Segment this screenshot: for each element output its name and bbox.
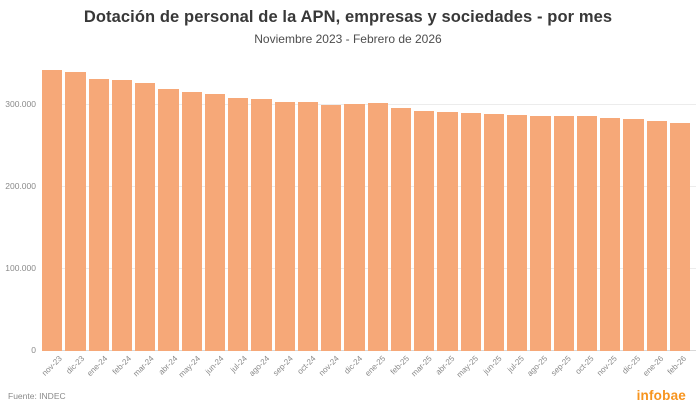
x-tick-label-abr-24: abr-24 xyxy=(156,354,180,377)
x-tick-label-nov-23: nov-23 xyxy=(39,354,64,378)
bar-may-24 xyxy=(181,92,202,351)
x-tick-label-feb-24: feb-24 xyxy=(110,354,133,377)
bar-abr-24 xyxy=(158,88,179,351)
x-tick-label-abr-25: abr-25 xyxy=(434,354,457,377)
x-tick-label-nov-24: nov-24 xyxy=(317,354,342,378)
bar-jun-25 xyxy=(483,114,504,351)
y-tick-label: 0 xyxy=(31,345,36,355)
bar-ene-26 xyxy=(646,121,667,351)
y-tick-label: 100.000 xyxy=(5,263,36,273)
bar-ago-24 xyxy=(251,99,272,351)
x-tick-label-feb-26: feb-26 xyxy=(665,354,689,377)
bar-sep-25 xyxy=(553,115,574,351)
y-tick-label: 200.000 xyxy=(5,181,36,191)
chart-header: Dotación de personal de la APN, empresas… xyxy=(0,8,696,46)
bar-ene-24 xyxy=(88,78,109,351)
x-tick-label-feb-25: feb-25 xyxy=(388,354,411,377)
bar-mar-25 xyxy=(414,110,435,351)
bar-series xyxy=(42,62,690,351)
bar-dic-24 xyxy=(344,103,365,351)
bar-chart: 0 100.000 200.000 300.000 xyxy=(0,62,696,355)
bar-nov-24 xyxy=(321,104,342,351)
bar-abr-25 xyxy=(437,112,458,351)
bar-sep-24 xyxy=(274,102,295,351)
x-axis-labels: nov-23 dic-23 ene-24 feb-24 mar-24 abr-24 may-… xyxy=(0,352,696,386)
x-tick-label-oct-24: oct-24 xyxy=(295,354,318,377)
bar-nov-25 xyxy=(600,117,621,351)
bar-jul-25 xyxy=(507,114,528,351)
x-tick-label-dic-23: dic-23 xyxy=(64,354,87,376)
bar-feb-26 xyxy=(669,122,690,351)
bar-oct-25 xyxy=(576,116,597,351)
x-tick-label-may-24: may-24 xyxy=(177,354,203,380)
x-tick-label-mar-25: mar-25 xyxy=(409,354,434,379)
x-tick-label-dic-24: dic-24 xyxy=(342,354,365,376)
x-tick-label-ago-25: ago-25 xyxy=(525,354,550,378)
bar-feb-25 xyxy=(390,107,411,351)
bar-dic-25 xyxy=(623,118,644,351)
x-tick-label-ene-26: ene-26 xyxy=(641,354,666,378)
x-tick-label-oct-25: oct-25 xyxy=(573,354,596,377)
x-tick-label-dic-25: dic-25 xyxy=(620,354,642,376)
x-tick-label-sep-25: sep-25 xyxy=(548,354,573,378)
x-tick-label-nov-25: nov-25 xyxy=(595,354,619,378)
bar-ene-25 xyxy=(367,103,388,351)
bar-nov-23 xyxy=(42,69,63,351)
bar-oct-24 xyxy=(297,102,318,351)
x-tick-label-ene-25: ene-25 xyxy=(363,354,388,378)
x-tick-label-jul-24: jul-24 xyxy=(228,354,249,375)
x-tick-label-mar-24: mar-24 xyxy=(131,354,156,379)
source-label: Fuente: INDEC xyxy=(8,391,66,401)
chart-subtitle: Noviembre 2023 - Febrero de 2026 xyxy=(254,32,442,46)
x-tick-label-ago-24: ago-24 xyxy=(247,354,272,378)
x-tick-label-jun-25: jun-25 xyxy=(481,354,504,377)
bar-jul-24 xyxy=(228,97,249,351)
bar-dic-23 xyxy=(65,71,86,351)
x-tick-label-jun-24: jun-24 xyxy=(203,354,226,377)
x-tick-label-ene-24: ene-24 xyxy=(85,354,110,378)
bar-may-25 xyxy=(460,113,481,351)
page-title: Dotación de personal de la APN, empresas… xyxy=(83,8,613,26)
x-tick-label-sep-24: sep-24 xyxy=(271,354,295,378)
x-tick-label-may-25: may-25 xyxy=(454,354,480,380)
bar-ago-25 xyxy=(530,115,551,351)
y-tick-label: 300.000 xyxy=(5,99,36,109)
x-tick-label-jul-25: jul-25 xyxy=(506,354,527,375)
bar-feb-24 xyxy=(111,80,132,351)
infobae-logo: infobae xyxy=(636,388,686,403)
bar-jun-24 xyxy=(204,94,225,351)
bar-mar-24 xyxy=(135,82,156,351)
